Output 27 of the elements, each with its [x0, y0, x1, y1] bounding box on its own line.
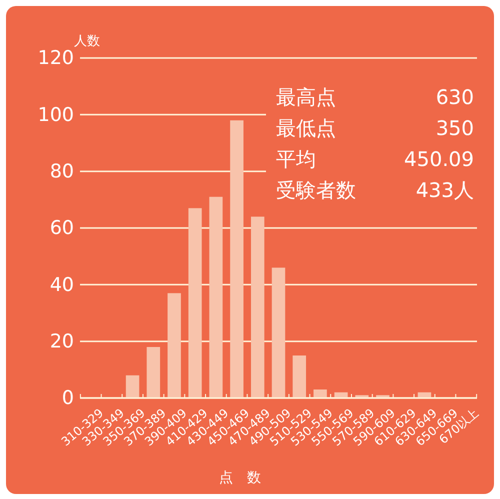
- bar: [126, 375, 140, 398]
- y-tick-label: 80: [50, 160, 74, 182]
- annotation: 最高点: [276, 85, 336, 109]
- bar: [272, 268, 286, 398]
- annotation: 350: [436, 116, 474, 140]
- bar: [146, 347, 160, 398]
- annotation: 受験者数: [276, 178, 356, 202]
- y-tick-label: 20: [50, 330, 74, 352]
- y-axis-title: 人数: [74, 34, 100, 49]
- bar: [250, 216, 264, 398]
- y-tick-label: 40: [50, 274, 74, 296]
- annotation: 630: [436, 85, 474, 109]
- bar: [314, 390, 327, 398]
- annotation: 平均: [276, 147, 316, 171]
- annotation: 最低点: [276, 116, 336, 140]
- bar: [292, 356, 306, 398]
- annotation: 450.09: [404, 147, 474, 171]
- x-axis-title: 点 数: [219, 470, 261, 486]
- y-tick-label: 60: [50, 217, 74, 240]
- annotation: 433人: [416, 178, 474, 202]
- y-tick-label: 0: [62, 387, 74, 410]
- bar: [209, 196, 223, 398]
- y-tick-label: 120: [38, 47, 74, 70]
- bar: [230, 120, 244, 398]
- bar: [188, 208, 202, 398]
- y-tick-label: 100: [38, 104, 74, 126]
- bar: [168, 293, 181, 398]
